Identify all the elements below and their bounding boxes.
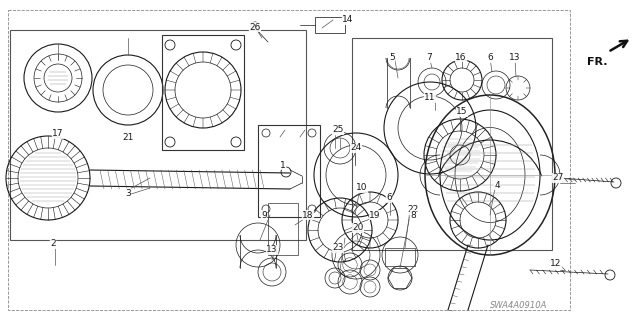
Text: 25: 25 [332, 125, 344, 135]
Text: 19: 19 [369, 211, 381, 219]
Text: 15: 15 [456, 108, 468, 116]
Text: 18: 18 [302, 211, 314, 219]
Text: FR.: FR. [587, 57, 607, 67]
Text: 20: 20 [352, 224, 364, 233]
Text: 21: 21 [122, 133, 134, 143]
Text: 17: 17 [52, 130, 64, 138]
Text: 14: 14 [342, 16, 354, 25]
Text: 23: 23 [332, 243, 344, 253]
Text: 12: 12 [550, 259, 562, 269]
Text: 2: 2 [50, 240, 56, 249]
Text: 6: 6 [386, 194, 392, 203]
Text: 13: 13 [509, 54, 521, 63]
Bar [10, 30, 306, 240]
Text: 5: 5 [389, 54, 395, 63]
Text: 4: 4 [494, 181, 500, 189]
Text: 6: 6 [487, 54, 493, 63]
Text: 13: 13 [266, 246, 278, 255]
Text: SWA4A0910A: SWA4A0910A [490, 300, 547, 309]
Bar [268, 203, 298, 255]
Bar [385, 248, 415, 266]
Text: 7: 7 [426, 54, 432, 63]
Text: 1: 1 [280, 160, 286, 169]
Text: 27: 27 [552, 174, 564, 182]
Bar [352, 38, 552, 250]
Bar [8, 10, 570, 310]
Bar [258, 125, 320, 217]
Text: 11: 11 [424, 93, 436, 102]
Text: 9: 9 [261, 211, 267, 219]
Text: 16: 16 [455, 53, 467, 62]
Text: 8: 8 [410, 211, 416, 219]
Bar [315, 17, 345, 33]
Text: 26: 26 [250, 23, 260, 32]
Text: 3: 3 [125, 189, 131, 197]
Bar [162, 35, 244, 150]
Text: 22: 22 [408, 205, 419, 214]
Text: 24: 24 [350, 144, 362, 152]
Text: 10: 10 [356, 183, 368, 192]
